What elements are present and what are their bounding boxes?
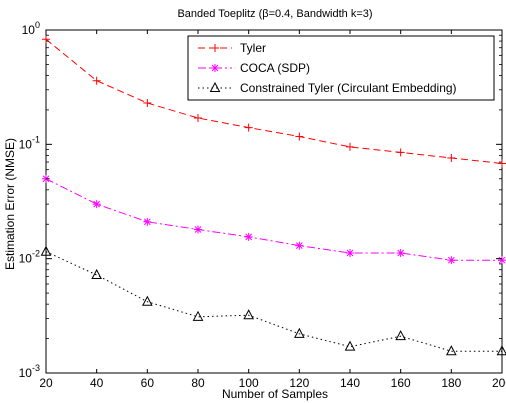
data-point: [143, 217, 152, 226]
x-tick-label: 100: [239, 376, 259, 390]
data-point: [244, 232, 253, 241]
x-tick-label: 60: [141, 376, 155, 390]
data-point: [143, 98, 152, 107]
data-point: [91, 268, 102, 279]
data-point: [194, 225, 202, 234]
x-tick-label: 200: [492, 376, 506, 390]
data-point: [344, 340, 356, 351]
data-point: [92, 200, 101, 209]
data-point: [142, 295, 153, 306]
data-point: [294, 327, 305, 338]
data-point: [42, 35, 50, 44]
legend-label: Constrained Tyler (Circulant Embedding): [240, 81, 457, 95]
data-point: [92, 76, 101, 85]
x-tick-label: 80: [191, 376, 205, 390]
data-point: [447, 153, 456, 162]
data-point: [40, 245, 52, 256]
x-tick-label: 160: [391, 376, 411, 390]
legend-box: [187, 35, 495, 101]
data-point: [244, 123, 253, 132]
y-tick-label: 10-1: [19, 134, 40, 151]
x-tick-label: 40: [90, 376, 104, 390]
y-tick-label: 10-3: [19, 363, 40, 380]
legend-label: Tyler: [240, 41, 266, 55]
legend-marker: [211, 44, 219, 52]
data-point: [446, 345, 457, 356]
y-tick-label: 10-2: [19, 249, 40, 266]
series-2: [40, 245, 506, 356]
series-0: [42, 35, 506, 168]
legend: Tyler COCA (SDP) Constrained Tyler (Circul…: [187, 35, 495, 101]
x-tick-label: 140: [340, 376, 360, 390]
data-point: [243, 309, 254, 320]
x-axis-title: Number of Samples: [222, 387, 328, 401]
series-line-2: [45, 251, 502, 352]
data-point: [346, 142, 354, 151]
legend-label: COCA (SDP): [240, 61, 310, 75]
x-tick-label: 20: [39, 376, 53, 390]
y-axis-title: Estimation Error (NMSE): [3, 138, 17, 270]
data-point: [498, 159, 506, 168]
data-point: [396, 249, 405, 258]
series-layer: [40, 35, 506, 356]
legend-marker: [211, 64, 219, 72]
data-point: [346, 249, 354, 258]
data-point: [192, 310, 204, 321]
data-point: [194, 113, 202, 122]
x-tick-label: 180: [441, 376, 461, 390]
data-point: [295, 241, 304, 250]
y-tick-label: 100: [22, 20, 40, 37]
data-point: [295, 132, 304, 141]
x-tick-label: 120: [289, 376, 309, 390]
data-point: [498, 256, 506, 265]
series-line-1: [45, 178, 502, 261]
data-point: [396, 148, 405, 157]
legend-marker: [209, 81, 221, 92]
series-line-0: [45, 38, 503, 164]
data-point: [395, 330, 406, 341]
ticks-layer: 20 40 60 80 100 120 140 160 180 200 10-3 10-2 10-1 10…: [19, 20, 506, 390]
data-point: [447, 256, 456, 265]
chart-title: Banded Toeplitz (β=0.4, Bandwidth k=3): [177, 8, 372, 20]
data-point: [496, 345, 506, 356]
